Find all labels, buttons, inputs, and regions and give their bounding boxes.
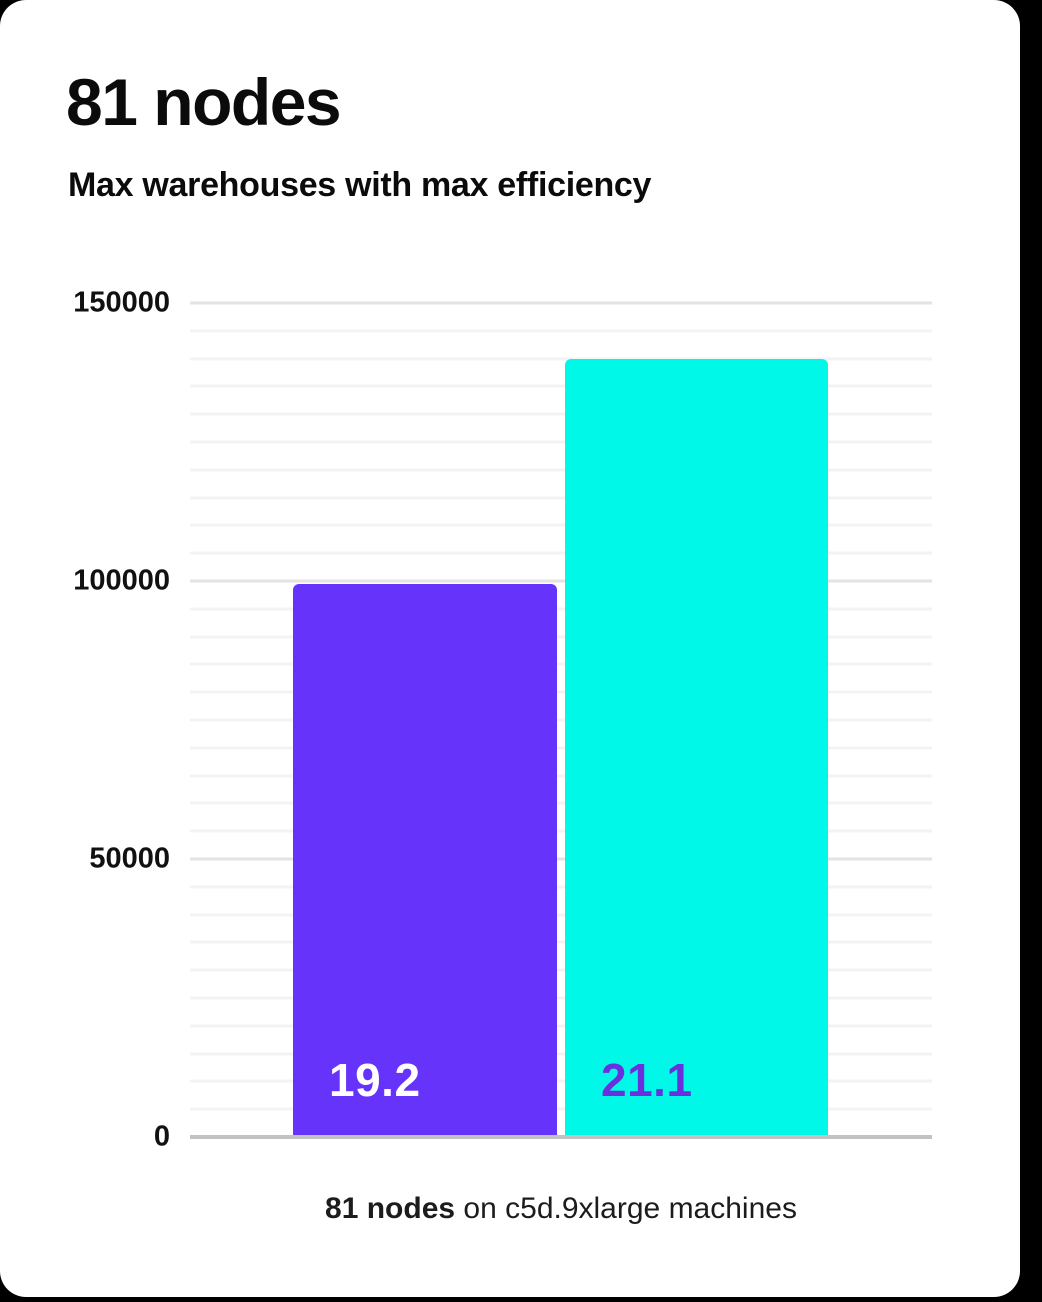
caption-regular-text: on c5d.9xlarge machines <box>455 1192 797 1225</box>
bar-21.1: 21.1 <box>565 358 828 1137</box>
minor-gridline <box>190 662 932 666</box>
y-tick-label-50000: 50000 <box>89 842 170 875</box>
major-gridline <box>190 301 932 305</box>
minor-gridline <box>190 774 932 778</box>
caption-bold-text: 81 nodes <box>325 1192 456 1225</box>
minor-gridline <box>190 1107 932 1111</box>
bar-value-label: 19.2 <box>329 1054 421 1106</box>
minor-gridline <box>190 607 932 611</box>
minor-gridline <box>190 1024 932 1028</box>
minor-gridline <box>190 885 932 889</box>
y-tick-label-0: 0 <box>153 1120 170 1153</box>
minor-gridline <box>190 523 932 527</box>
minor-gridline <box>190 801 932 805</box>
minor-gridline <box>190 329 932 333</box>
bar-value-label: 21.1 <box>601 1054 693 1106</box>
minor-gridline <box>190 551 932 555</box>
minor-gridline <box>190 968 932 972</box>
y-tick-label-100000: 100000 <box>73 564 170 597</box>
chart-caption: 81 nodes on c5d.9xlarge machines <box>190 1192 932 1226</box>
minor-gridline <box>190 1079 932 1083</box>
minor-gridline <box>190 829 932 833</box>
bar-chart-plot-area: 19.2 21.1 <box>190 301 932 1139</box>
minor-gridline <box>190 468 932 472</box>
x-axis-line <box>190 1135 932 1139</box>
minor-gridline <box>190 357 932 361</box>
minor-gridline <box>190 913 932 917</box>
minor-gridline <box>190 412 932 416</box>
minor-gridline <box>190 940 932 944</box>
minor-gridline <box>190 746 932 750</box>
minor-gridline <box>190 718 932 722</box>
minor-gridline <box>190 635 932 639</box>
bar-19.2: 19.2 <box>293 583 557 1137</box>
minor-gridline <box>190 440 932 444</box>
y-tick-label-150000: 150000 <box>73 286 170 319</box>
major-gridline <box>190 579 932 583</box>
page-title: 81 nodes <box>66 65 342 139</box>
minor-gridline <box>190 690 932 694</box>
minor-gridline <box>190 1052 932 1056</box>
minor-gridline <box>190 996 932 1000</box>
major-gridline <box>190 857 932 861</box>
minor-gridline <box>190 496 932 500</box>
chart-card: 81 nodes Max warehouses with max efficie… <box>0 0 1020 1297</box>
page-subtitle: Max warehouses with max efficiency <box>68 166 652 204</box>
minor-gridline <box>190 384 932 388</box>
